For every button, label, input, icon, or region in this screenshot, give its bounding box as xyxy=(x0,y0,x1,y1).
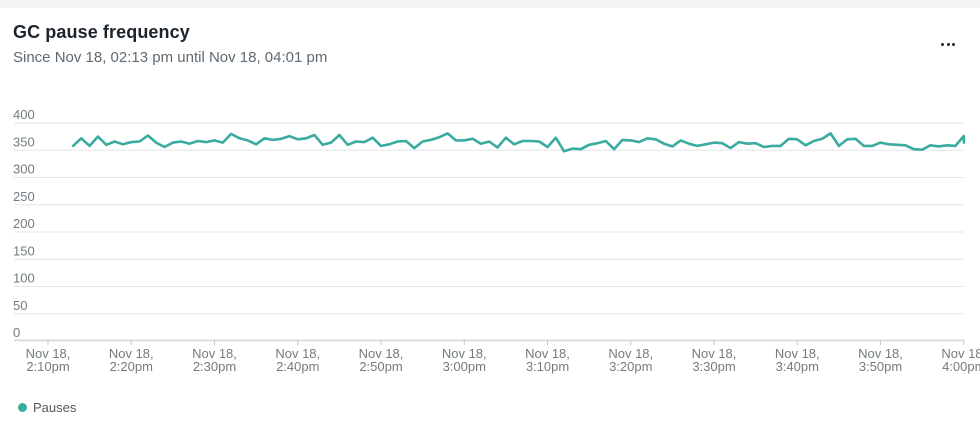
y-tick-label: 200 xyxy=(13,216,35,231)
x-tick-label: Nov 18, 2:40pm xyxy=(275,346,320,374)
x-tick-label: Nov 18, 2:20pm xyxy=(109,346,154,374)
x-tick-label: Nov 18, 3:40pm xyxy=(775,346,820,374)
x-tick-label: Nov 18, 3:10pm xyxy=(525,346,570,374)
y-tick-label: 350 xyxy=(13,134,35,149)
menu-dot xyxy=(952,43,955,46)
x-tick-label: Nov 18, 2:10pm xyxy=(26,346,71,374)
y-tick-label: 400 xyxy=(13,107,35,122)
y-tick-label: 0 xyxy=(13,325,20,340)
y-tick-label: 150 xyxy=(13,243,35,258)
y-tick-label: 100 xyxy=(13,271,35,286)
x-axis: Nov 18, 2:10pm Nov 18, 2:20pm Nov 18, 2:30pm N… xyxy=(14,339,980,374)
y-axis: 0 50 100 150 200 250 300 350 400 xyxy=(13,107,35,340)
legend[interactable]: Pauses xyxy=(18,400,76,415)
series xyxy=(71,132,966,153)
y-tick-label: 300 xyxy=(13,162,35,177)
legend-swatch xyxy=(18,403,27,412)
x-tick-label: Nov 18, 3:50pm xyxy=(858,346,903,374)
x-tick-label: Nov 18, 3:30pm xyxy=(692,346,737,374)
menu-dot xyxy=(941,43,944,46)
x-tick-label: Nov 18, 3:20pm xyxy=(608,346,653,374)
y-tick-label: 50 xyxy=(13,298,27,313)
x-tick-label: Nov 18, 3:00pm xyxy=(442,346,487,374)
x-tick-label: Nov 18, 2:50pm xyxy=(359,346,404,374)
series-line-pauses[interactable] xyxy=(71,132,966,153)
y-tick-label: 250 xyxy=(13,189,35,204)
x-tick-label: Nov 18,4:00pm xyxy=(941,346,980,374)
grid xyxy=(14,122,964,342)
more-horizontal-icon[interactable] xyxy=(936,34,960,54)
top-strip xyxy=(0,0,980,8)
chart-title: GC pause frequency xyxy=(13,22,190,42)
legend-label: Pauses xyxy=(33,400,77,415)
menu-dot xyxy=(946,43,950,46)
chart-card xyxy=(0,8,980,432)
chart-subtitle: Since Nov 18, 02:13 pm until Nov 18, 04:… xyxy=(13,49,328,66)
x-tick-label: Nov 18, 2:30pm xyxy=(192,346,237,374)
